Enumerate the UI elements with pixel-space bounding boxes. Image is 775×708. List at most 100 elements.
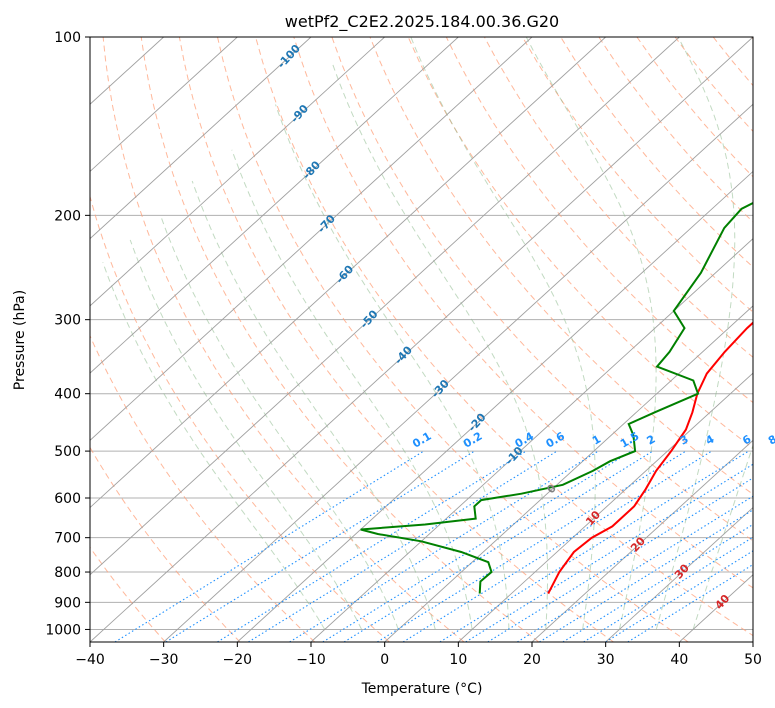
mixing-ratio-line <box>343 450 654 642</box>
mixing-ratio-line <box>539 509 753 642</box>
moist-adiabat <box>191 180 436 630</box>
dewpoint-profile <box>360 201 753 594</box>
mixing-ratio-line <box>439 450 749 642</box>
isotherm-line <box>90 37 459 374</box>
mixing-ratio-label: 1 <box>590 433 603 448</box>
y-tick-label: 300 <box>54 313 81 329</box>
isotherm-line <box>458 372 753 642</box>
x-tick-label: 20 <box>523 652 541 668</box>
x-tick-label: −30 <box>149 652 179 668</box>
mixing-ratio-line <box>487 477 753 642</box>
x-tick-label: −10 <box>296 652 326 668</box>
dry-adiabats <box>90 37 753 642</box>
mixing-ratio-line <box>562 523 753 642</box>
x-tick-label: 50 <box>744 652 762 668</box>
moist-adiabat <box>129 239 363 630</box>
dry-adiabat <box>636 37 753 178</box>
mixing-ratio-line <box>583 536 753 642</box>
dry-adiabat <box>90 194 390 642</box>
isotherm-line <box>90 37 753 642</box>
isotherm-line <box>90 37 385 307</box>
y-tick-label: 800 <box>54 565 81 581</box>
dry-adiabat <box>293 37 753 589</box>
moist-adiabat <box>160 215 399 630</box>
chart-title: wetPf2_C2E2.2025.184.00.36.G20 <box>285 12 559 32</box>
dry-adiabat <box>255 37 753 637</box>
x-tick-label: −20 <box>223 652 253 668</box>
mixing-ratio-label: 1.5 <box>618 430 641 451</box>
dry-adiabat <box>331 37 753 542</box>
y-tick-label: 700 <box>54 531 81 547</box>
mixing-ratio-label: 0.1 <box>410 430 433 451</box>
y-tick-label: 400 <box>54 387 81 403</box>
isotherm-line <box>90 37 238 173</box>
mixing-ratio-line <box>377 450 687 642</box>
y-tick-label: 200 <box>54 208 81 224</box>
y-tick-label: 1000 <box>45 622 81 638</box>
dry-adiabat <box>712 37 753 87</box>
dry-adiabat <box>674 37 753 133</box>
x-tick-label: 10 <box>449 652 467 668</box>
isotherm-line <box>752 641 753 642</box>
dry-adiabat <box>90 546 166 642</box>
isotherms <box>90 37 753 642</box>
temperature-profile <box>547 321 753 595</box>
dry-adiabat <box>522 37 753 313</box>
mixing-ratio-line <box>114 450 424 642</box>
y-tick-label: 600 <box>54 491 81 507</box>
plot-area <box>90 37 753 642</box>
mixing-ratio-label: 0.6 <box>544 429 568 450</box>
isotherm-label: -100 <box>275 42 303 71</box>
x-axis-ticks: −40 −30 −20 −10 0 10 20 30 40 50 <box>75 642 762 668</box>
moist-adiabat <box>231 149 473 630</box>
isotherm-line <box>90 37 606 509</box>
sounding-series <box>360 201 753 595</box>
mixing-ratio-lines <box>114 450 753 642</box>
dry-adiabat <box>750 37 753 40</box>
pressure-gridlines <box>90 37 753 630</box>
moist-adiabat <box>331 61 548 630</box>
x-axis-label: Temperature (°C) <box>361 681 483 697</box>
mixing-ratio-label: 0.2 <box>461 430 484 451</box>
isotherm-line <box>531 439 753 642</box>
x-tick-label: 30 <box>597 652 615 668</box>
isotherm-line <box>90 37 312 240</box>
mixing-ratio-line <box>627 563 753 642</box>
moist-adiabat <box>275 104 510 630</box>
mixing-ratio-line <box>217 450 527 642</box>
mixing-ratio-label: 0.4 <box>513 429 537 450</box>
mixing-ratio-line <box>322 450 632 642</box>
isotherm-line <box>90 37 680 576</box>
isotherm-line <box>384 305 753 642</box>
dry-adiabat <box>483 37 753 358</box>
mixing-ratio-line <box>402 450 712 642</box>
mixing-ratio-line <box>465 463 753 642</box>
mixing-ratio-label: 2 <box>644 433 657 448</box>
mixing-ratio-label: 3 <box>678 433 691 448</box>
x-tick-label: −40 <box>75 652 105 668</box>
line-labels: -100-90-80-70-60-50-40-30-20-10010203040… <box>275 42 775 612</box>
dry-adiabat <box>560 37 753 268</box>
y-tick-label: 500 <box>54 444 81 460</box>
dry-adiabat <box>178 37 614 642</box>
isotherm-line <box>163 103 753 642</box>
y-axis-label: Pressure (hPa) <box>12 290 28 390</box>
dry-adiabat <box>369 37 753 495</box>
x-tick-label: 0 <box>380 652 389 668</box>
dry-adiabat <box>140 37 540 642</box>
y-tick-label: 100 <box>54 30 81 46</box>
isotherm-line <box>90 37 533 441</box>
mixing-ratio-label: 8 <box>766 433 775 448</box>
x-tick-label: 40 <box>670 652 688 668</box>
mixing-ratio-label: 6 <box>740 432 753 447</box>
y-tick-label: 900 <box>54 595 81 611</box>
mixing-ratio-label: 4 <box>703 432 716 447</box>
isotherm-line <box>237 170 753 642</box>
y-axis-ticks: 100 200 300 400 500 600 700 800 900 1000 <box>45 30 90 638</box>
dry-adiabat <box>217 37 689 642</box>
mixing-ratio-line <box>517 495 753 642</box>
moist-adiabats <box>102 37 753 630</box>
dry-adiabat <box>445 37 753 404</box>
plot-frame <box>89 36 754 643</box>
